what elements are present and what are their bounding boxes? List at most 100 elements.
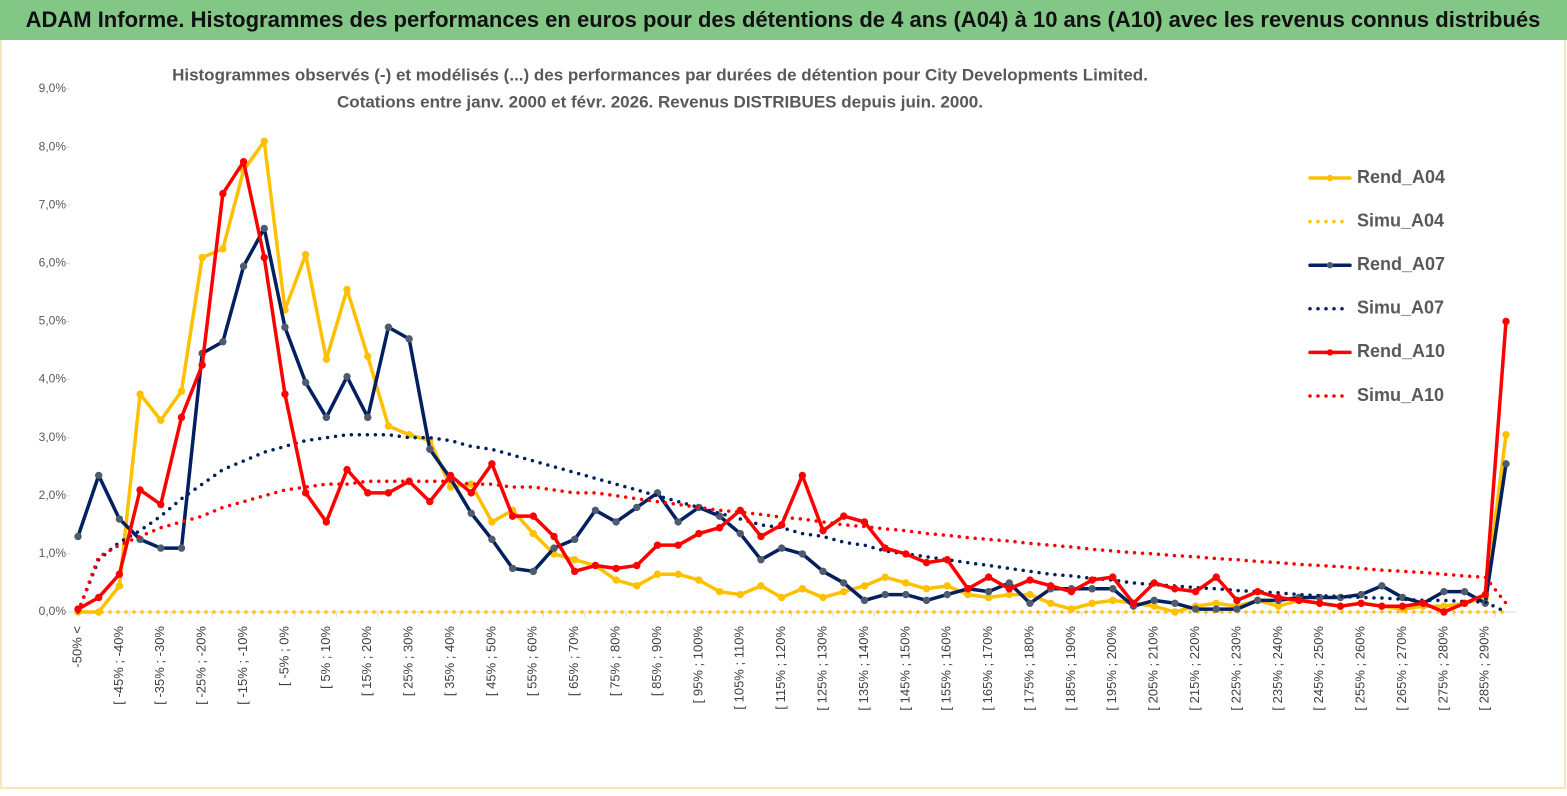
point bbox=[508, 564, 517, 573]
x-tick-label: [ 165% ; 170% bbox=[980, 626, 995, 711]
header-band bbox=[0, 0, 1567, 40]
point bbox=[1233, 605, 1241, 613]
point bbox=[612, 564, 620, 573]
x-tick-label: [ 255% ; 260% bbox=[1353, 626, 1368, 711]
point bbox=[488, 460, 496, 468]
point bbox=[798, 471, 807, 480]
point bbox=[757, 532, 765, 541]
x-tick-label: [ 145% ; 150% bbox=[897, 626, 912, 711]
point bbox=[301, 250, 310, 259]
series-line bbox=[76, 139, 1508, 614]
y-tick-label: 7,0% bbox=[39, 197, 67, 211]
point bbox=[343, 285, 351, 294]
point bbox=[902, 579, 910, 587]
legend-marker bbox=[1326, 262, 1334, 269]
point bbox=[1026, 599, 1034, 607]
point bbox=[943, 582, 951, 590]
point bbox=[1088, 585, 1096, 593]
legend-label: Simu_A10 bbox=[1357, 385, 1444, 405]
point bbox=[881, 573, 889, 581]
point bbox=[840, 579, 848, 587]
x-tick-label: [ 125% ; 130% bbox=[814, 626, 829, 711]
point bbox=[1274, 593, 1283, 602]
point bbox=[860, 596, 869, 605]
point bbox=[94, 471, 103, 480]
point bbox=[1502, 460, 1510, 468]
point bbox=[364, 352, 372, 361]
point bbox=[1253, 596, 1262, 605]
x-tick-label: [ 105% ; 110% bbox=[732, 626, 747, 710]
point bbox=[757, 582, 765, 590]
legend-marker bbox=[1326, 349, 1334, 356]
y-tick-label: 6,0% bbox=[39, 256, 67, 270]
y-tick-label: 2,0% bbox=[39, 488, 67, 502]
point bbox=[570, 567, 579, 576]
y-tick-label: 0,0% bbox=[39, 604, 67, 618]
point bbox=[1460, 587, 1469, 596]
point bbox=[1191, 587, 1200, 596]
x-tick-label: [ 135% ; 140% bbox=[856, 626, 871, 711]
legend-marker bbox=[1326, 174, 1334, 182]
point bbox=[157, 500, 165, 509]
point bbox=[819, 567, 827, 576]
point bbox=[1088, 599, 1096, 607]
x-tick-label: [ 5% ; 10% bbox=[318, 626, 333, 689]
point bbox=[819, 526, 827, 535]
x-tick-label: [ -45% ; -40% bbox=[111, 626, 126, 705]
point bbox=[426, 497, 434, 506]
point bbox=[322, 413, 331, 422]
point bbox=[1109, 585, 1117, 593]
point bbox=[281, 323, 289, 331]
point bbox=[364, 489, 372, 497]
point bbox=[529, 567, 538, 576]
point bbox=[860, 518, 869, 526]
point bbox=[633, 561, 641, 570]
point bbox=[922, 585, 931, 593]
point bbox=[198, 361, 206, 369]
point bbox=[219, 338, 227, 346]
point bbox=[1398, 602, 1407, 610]
point bbox=[177, 544, 186, 552]
point bbox=[922, 596, 931, 605]
point bbox=[343, 465, 351, 474]
point bbox=[384, 489, 393, 497]
point bbox=[384, 422, 393, 430]
point bbox=[1191, 605, 1200, 613]
point bbox=[1295, 596, 1303, 605]
point bbox=[777, 521, 786, 529]
point bbox=[426, 445, 434, 453]
point bbox=[115, 582, 124, 590]
point bbox=[1212, 573, 1220, 581]
x-tick-label: [ 25% ; 30% bbox=[401, 626, 416, 697]
x-tick-label: [ -15% ; -10% bbox=[235, 626, 250, 705]
point bbox=[467, 489, 475, 497]
point bbox=[260, 224, 268, 233]
point bbox=[260, 137, 268, 146]
y-tick-label: 8,0% bbox=[39, 139, 67, 153]
point bbox=[322, 355, 331, 363]
point bbox=[964, 585, 972, 593]
legend-label: Rend_A04 bbox=[1357, 167, 1445, 187]
point bbox=[550, 532, 558, 541]
x-tick-label: [ 185% ; 190% bbox=[1063, 626, 1078, 711]
x-tick-label: [ 225% ; 230% bbox=[1228, 626, 1243, 711]
point bbox=[1212, 605, 1220, 613]
point bbox=[674, 541, 682, 549]
series-line bbox=[76, 159, 1508, 614]
point bbox=[157, 544, 165, 552]
point bbox=[364, 413, 372, 422]
point bbox=[612, 518, 620, 526]
y-tick-label: 4,0% bbox=[39, 372, 67, 386]
point bbox=[860, 582, 869, 590]
point bbox=[1150, 579, 1158, 587]
point bbox=[488, 518, 496, 526]
point bbox=[798, 550, 807, 558]
y-tick-label: 5,0% bbox=[39, 314, 67, 328]
point bbox=[1419, 599, 1427, 607]
point bbox=[674, 518, 682, 526]
point bbox=[1067, 587, 1076, 596]
point bbox=[881, 544, 889, 552]
x-tick-label: [ 195% ; 200% bbox=[1104, 626, 1119, 711]
point bbox=[695, 576, 703, 584]
x-tick-label: [ 75% ; 80% bbox=[608, 626, 623, 697]
